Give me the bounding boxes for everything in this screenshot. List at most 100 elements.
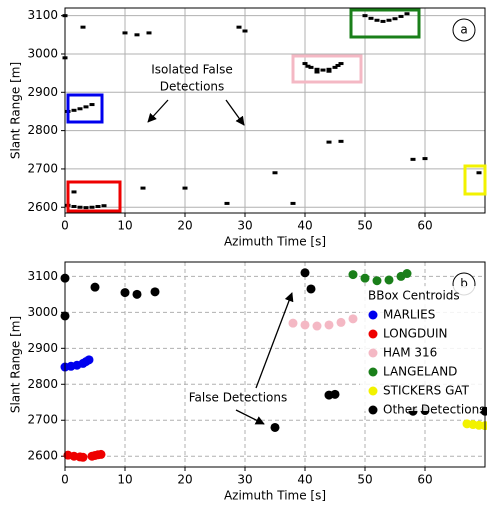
detection-pixel [423, 157, 428, 160]
detection-pixel [375, 19, 380, 22]
centroid-point [385, 275, 394, 284]
figure: 0 10 20 30 40 50 60 2600 2700 2800 2900 3000 3100 Azi… [0, 0, 487, 506]
detection-pixel [84, 105, 89, 108]
detection-pixel [123, 31, 128, 34]
detection-pixel [183, 187, 188, 190]
legend-marker [369, 311, 378, 320]
detection-pixel [315, 68, 320, 71]
y-tick-label: 3100 [27, 269, 58, 283]
legend-label: Other Detections [383, 403, 485, 417]
y-axis-label: Slant Range [m] [9, 316, 23, 413]
detection-pixel [78, 107, 83, 110]
y-tick-label: 2900 [27, 85, 58, 99]
detection-pixel [96, 205, 101, 208]
centroid-point [403, 269, 412, 278]
x-tick-label: 40 [297, 473, 312, 487]
centroid-point [325, 320, 334, 329]
detection-pixel [411, 158, 416, 161]
annotation: Isolated False [151, 63, 232, 77]
centroid-point [331, 390, 340, 399]
y-tick-label: 2900 [27, 341, 58, 355]
detection-pixel [405, 12, 410, 15]
centroid-point [349, 314, 358, 323]
x-tick-label: 30 [237, 219, 252, 233]
detection-pixel [387, 19, 392, 22]
centroid-point [361, 274, 370, 283]
detection-pixel [225, 202, 230, 205]
detection-pixel [291, 202, 296, 205]
detection-pixel [339, 140, 344, 143]
legend-marker [369, 387, 378, 396]
legend-label: STICKERS GAT [383, 384, 470, 398]
centroid-point [97, 450, 106, 459]
centroid-point [301, 320, 310, 329]
detection-pixel [84, 206, 89, 209]
legend-label: LANGELAND [383, 365, 457, 379]
centroid-point [151, 287, 160, 296]
legend-label: MARLIES [383, 308, 435, 322]
detection-pixel [243, 29, 248, 32]
detection-pixel [399, 15, 404, 18]
detection-pixel [72, 190, 77, 193]
y-tick-label: 2800 [27, 377, 58, 391]
legend-label: HAM 316 [383, 346, 437, 360]
annotation: False Detections [189, 391, 287, 405]
x-tick-label: 60 [417, 219, 432, 233]
centroid-point [85, 355, 94, 364]
detection-pixel [90, 103, 95, 106]
detection-pixel [303, 62, 308, 65]
centroid-point [91, 283, 100, 292]
centroid-point [307, 284, 316, 293]
detection-pixel [102, 204, 107, 207]
centroid-point [271, 423, 280, 432]
x-tick-label: 30 [237, 473, 252, 487]
y-tick-label: 3000 [27, 305, 58, 319]
centroid-point [289, 319, 298, 328]
detection-pixel [306, 65, 311, 68]
detection-pixel [381, 20, 386, 23]
detection-pixel [327, 70, 332, 73]
centroid-point [133, 290, 142, 299]
y-tick-label: 2800 [27, 123, 58, 137]
x-tick-label: 60 [417, 473, 432, 487]
x-tick-label: 20 [177, 473, 192, 487]
detection-pixel [135, 33, 140, 36]
detection-pixel [78, 206, 83, 209]
detection-pixel [273, 171, 278, 174]
panel-label: a [460, 23, 467, 37]
legend-marker [369, 368, 378, 377]
x-axis-label: Azimuth Time [s] [224, 235, 326, 249]
detection-pixel [369, 17, 374, 20]
detection-pixel [315, 70, 320, 73]
centroid-point [373, 276, 382, 285]
annotation: Detections [160, 80, 225, 94]
y-tick-label: 3100 [27, 8, 58, 22]
detection-pixel [81, 26, 86, 29]
x-tick-label: 20 [177, 219, 192, 233]
x-tick-label: 10 [117, 219, 132, 233]
centroid-point [313, 322, 322, 331]
x-axis-label: Azimuth Time [s] [224, 489, 326, 503]
x-tick-label: 50 [357, 219, 372, 233]
detection-pixel [72, 109, 77, 112]
centroid-point [121, 288, 130, 297]
centroid-point [301, 268, 310, 277]
legend-marker [369, 349, 378, 358]
centroid-point [337, 318, 346, 327]
detection-pixel [363, 14, 368, 17]
x-tick-label: 0 [61, 473, 69, 487]
detection-pixel [327, 141, 332, 144]
y-tick-label: 2600 [27, 449, 58, 463]
x-tick-label: 10 [117, 473, 132, 487]
detection-pixel [336, 64, 341, 67]
y-axis-label: Slant Range [m] [9, 62, 23, 159]
detection-pixel [141, 187, 146, 190]
y-tick-label: 3000 [27, 46, 58, 60]
legend-title: BBox Centroids [368, 289, 460, 303]
y-tick-label: 2700 [27, 161, 58, 175]
y-tick-label: 2700 [27, 413, 58, 427]
legend-label: LONGDUIN [383, 327, 448, 341]
centroid-point [349, 270, 358, 279]
detection-pixel [90, 206, 95, 209]
